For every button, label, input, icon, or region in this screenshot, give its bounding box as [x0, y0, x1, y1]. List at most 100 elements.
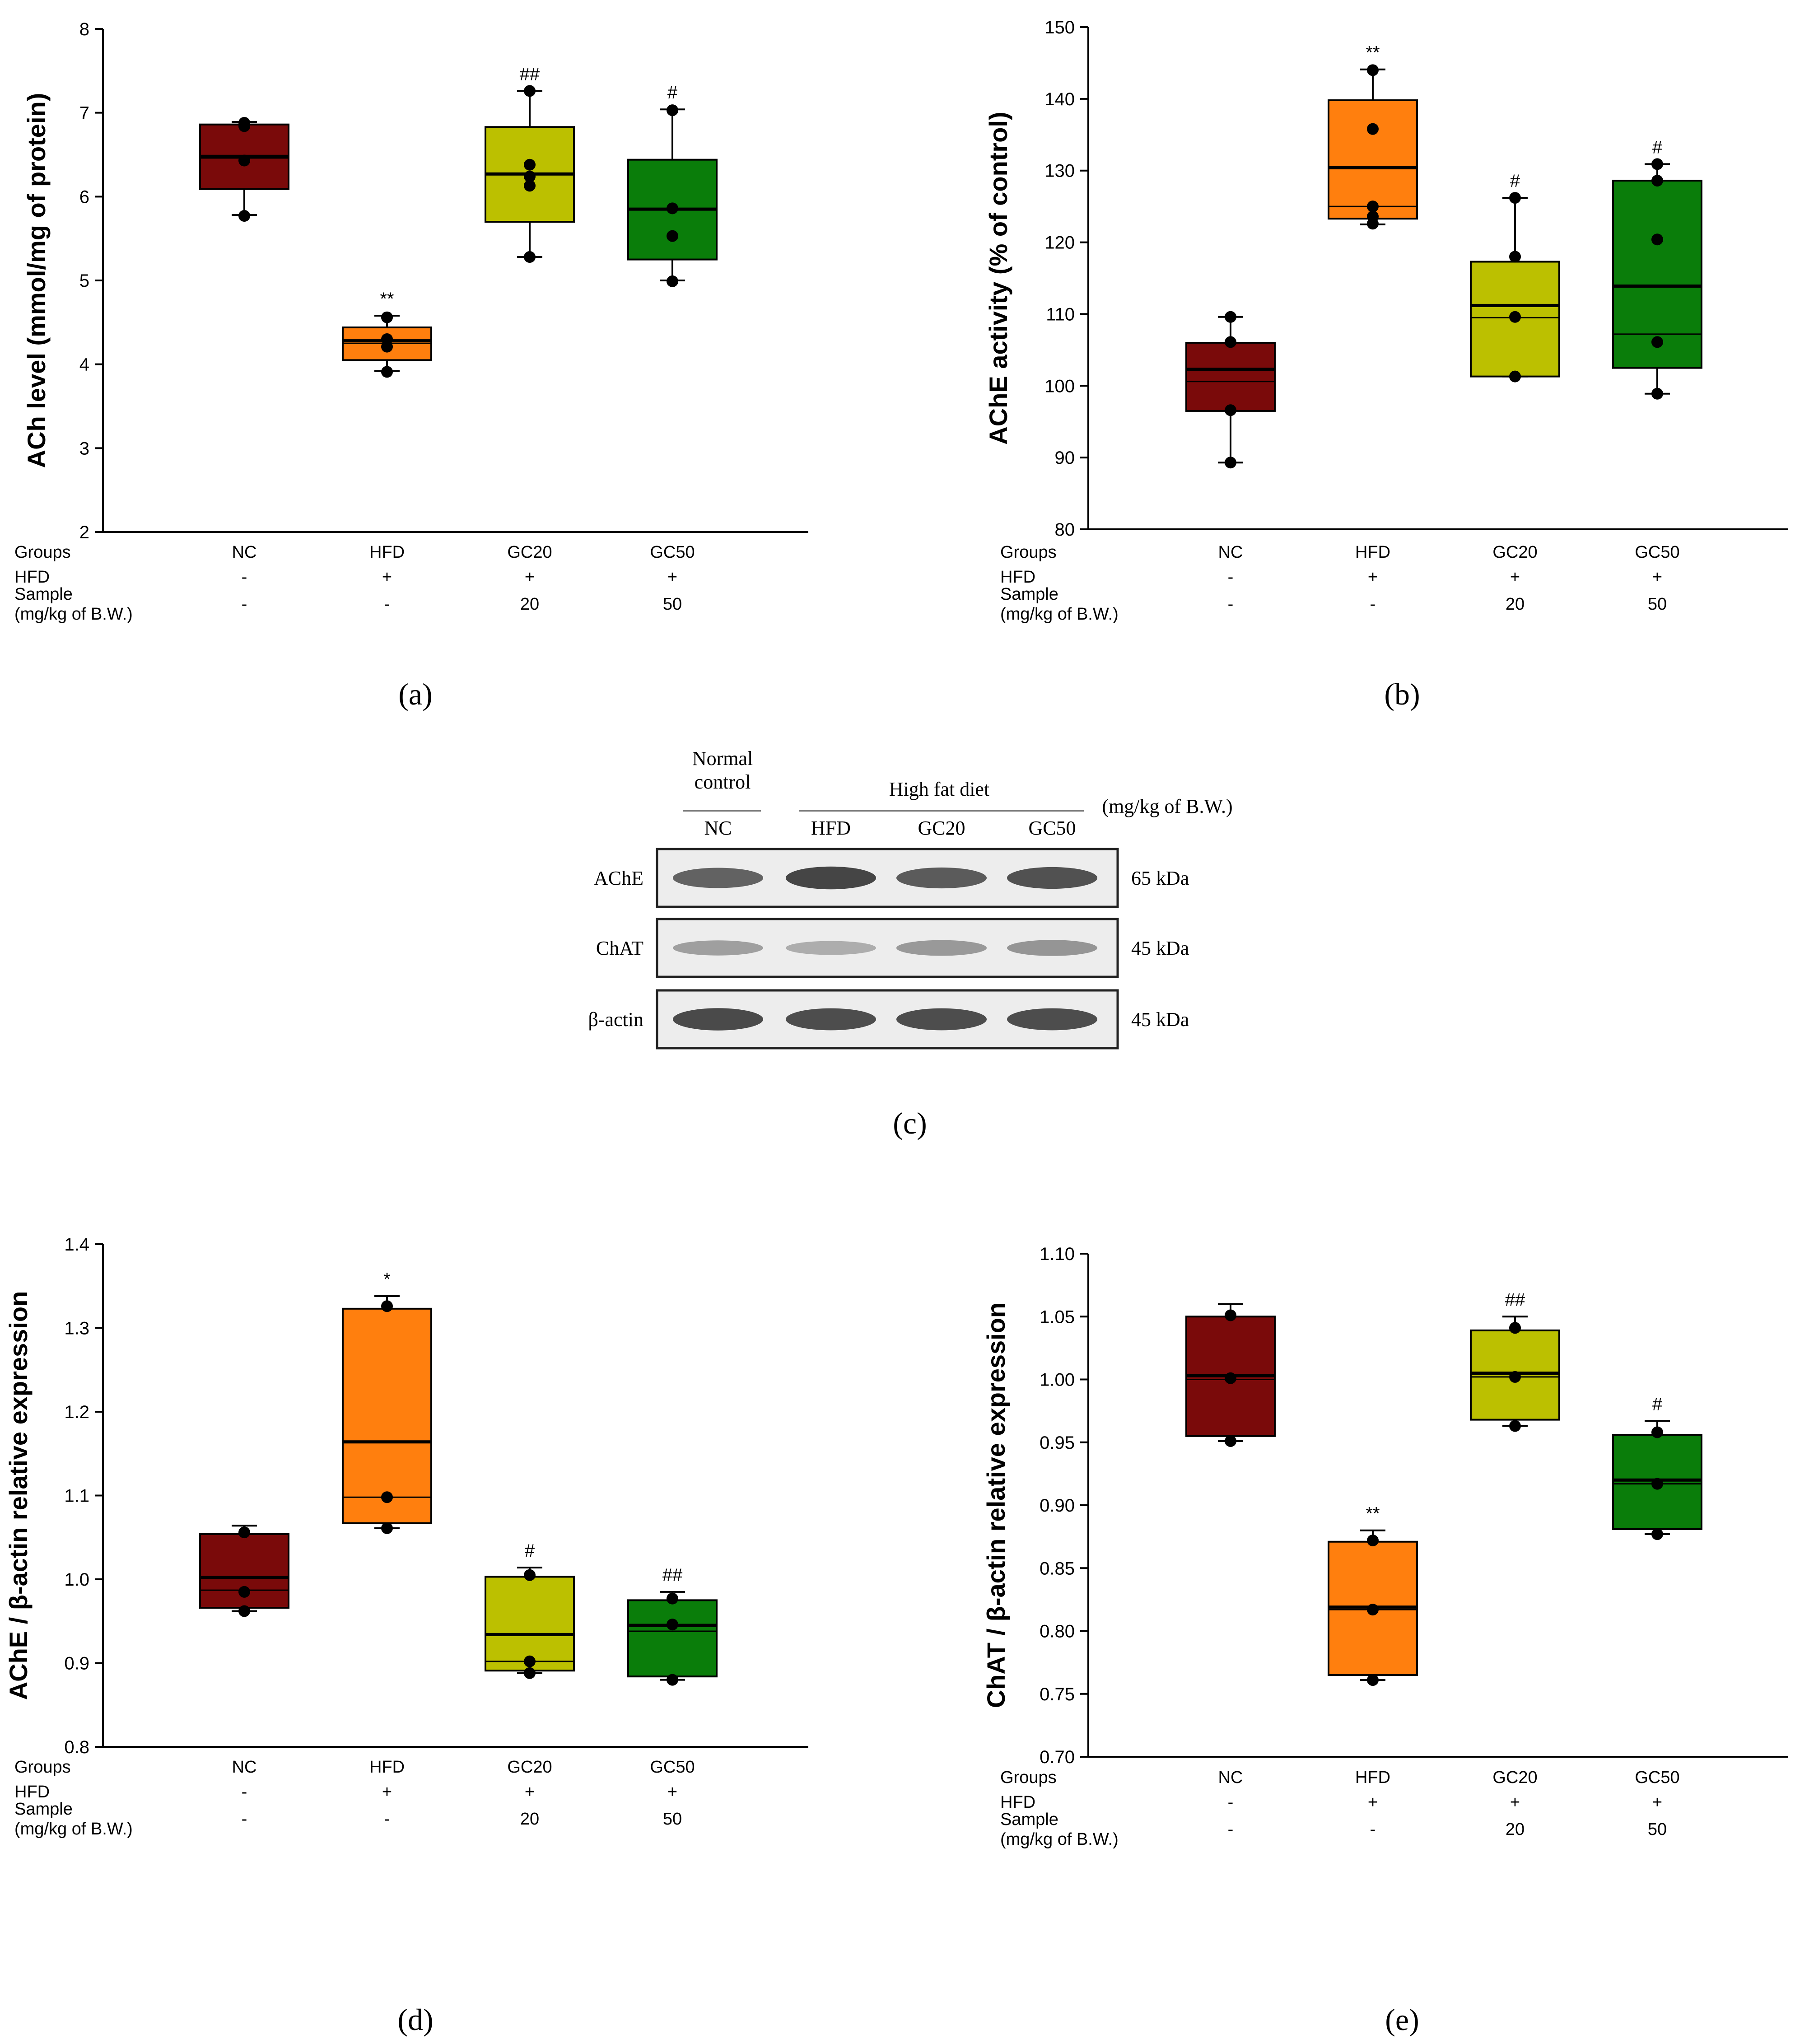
molecular-weight-label: 45 kDa — [1131, 937, 1189, 959]
y-tick-label: 0.8 — [64, 1737, 89, 1757]
y-tick-label: 80 — [1055, 520, 1075, 540]
data-point — [667, 202, 678, 215]
protein-label: β-actin — [588, 1008, 643, 1031]
table-cell: 50 — [1648, 1820, 1667, 1839]
significance-mark: # — [667, 83, 678, 103]
y-tick-label: 2 — [79, 523, 89, 542]
box-nc — [1185, 341, 1276, 412]
lane-label: GC50 — [1028, 817, 1076, 839]
data-point — [524, 85, 536, 97]
table-row-label-line: Groups — [14, 1758, 71, 1777]
table-cell: + — [1652, 1793, 1662, 1812]
y-tick-label: 3 — [79, 439, 89, 458]
table-cell: 20 — [1506, 595, 1525, 614]
data-point — [1509, 251, 1521, 263]
y-tick-label: 5 — [79, 271, 89, 291]
data-point — [1651, 158, 1663, 170]
table-row-label-line: Sample — [14, 585, 73, 604]
box-hfd — [1328, 99, 1418, 220]
data-point — [524, 251, 536, 263]
data-point — [1225, 1309, 1236, 1321]
y-axis-label: ChAT / β-actin relative expression — [982, 1302, 1010, 1708]
data-point — [381, 1491, 393, 1503]
table-cell: - — [1370, 1820, 1376, 1839]
table-row-label: Groups — [14, 543, 71, 562]
table-cell: GC50 — [650, 543, 695, 562]
protein-band — [673, 1008, 763, 1031]
y-axis-label: ACh level (mmol/mg of protein) — [22, 93, 51, 468]
panel-label-a: (a) — [398, 677, 432, 711]
data-point — [1509, 370, 1521, 383]
data-point — [1367, 64, 1379, 76]
data-point — [238, 210, 250, 222]
y-tick-label: 4 — [79, 355, 89, 375]
protein-band — [1007, 1008, 1097, 1031]
significance-mark: ** — [1366, 1504, 1380, 1524]
table-row-label: HFD — [1000, 1793, 1035, 1812]
data-point — [1367, 123, 1379, 135]
protein-band — [786, 1008, 876, 1031]
table-row-label: HFD — [14, 1783, 50, 1801]
data-point — [667, 230, 678, 242]
data-point — [1367, 1604, 1379, 1616]
data-point — [1509, 1322, 1521, 1334]
table-cell: HFD — [1355, 1768, 1390, 1787]
significance-mark: # — [525, 1541, 535, 1561]
data-point — [1225, 404, 1236, 416]
y-tick-label: 1.3 — [64, 1319, 89, 1339]
data-point — [1367, 1674, 1379, 1686]
molecular-weight-label: 65 kDa — [1131, 867, 1189, 889]
table-cell: - — [1228, 595, 1234, 614]
table-row-label-line: (mg/kg of B.W.) — [14, 605, 133, 624]
table-row-label-line: HFD — [14, 1783, 50, 1801]
data-point — [667, 104, 678, 117]
box-gc50 — [627, 1599, 718, 1678]
y-tick-label: 8 — [79, 19, 89, 39]
table-cell: + — [382, 1783, 392, 1801]
significance-mark: * — [383, 1269, 391, 1289]
table-row-label-line: Sample — [14, 1800, 73, 1819]
protein-band — [896, 867, 987, 889]
chart-panel-b: 80 90 100 110 120 130 140 150 AChE activity (% o… — [984, 18, 1788, 624]
y-tick-label: 0.70 — [1040, 1747, 1075, 1767]
table-row-label: Groups — [14, 1758, 71, 1777]
table-cell: 20 — [520, 1810, 539, 1829]
data-point — [381, 311, 393, 323]
normal-control-label-line: Normal — [692, 747, 753, 770]
data-point — [1225, 1372, 1236, 1384]
table-cell: + — [1510, 1793, 1520, 1812]
table-row-label-line: Sample — [1000, 585, 1058, 604]
table-cell: + — [382, 568, 392, 587]
table-cell: - — [242, 1810, 247, 1829]
normal-control-label-line: control — [695, 771, 751, 793]
y-tick-label: 0.9 — [64, 1654, 89, 1674]
data-point — [381, 366, 393, 378]
table-row-label: Sample (mg/kg of B.W.) — [14, 1800, 133, 1839]
data-point — [667, 1619, 678, 1631]
data-point — [1225, 1435, 1236, 1447]
table-row-label-line: Groups — [1000, 543, 1057, 562]
table-cell: GC50 — [1635, 543, 1679, 562]
table-row-label-line: Sample — [1000, 1810, 1058, 1829]
table-row-label: Groups — [1000, 543, 1057, 562]
table-cell: HFD — [1355, 543, 1390, 562]
data-point — [1509, 1371, 1521, 1383]
table-cell: - — [242, 568, 247, 587]
data-point — [1651, 233, 1663, 246]
y-tick-label: 1.2 — [64, 1402, 89, 1422]
y-tick-label: 1.4 — [64, 1235, 89, 1255]
table-cell: GC50 — [650, 1758, 695, 1777]
y-tick-label: 0.95 — [1040, 1433, 1075, 1453]
data-point — [1225, 311, 1236, 323]
panel-label-c: (c) — [893, 1106, 927, 1140]
y-tick-label: 130 — [1044, 161, 1075, 181]
data-point — [1367, 201, 1379, 213]
protein-band — [786, 866, 876, 890]
table-cell: 50 — [663, 595, 682, 614]
significance-mark: ## — [662, 1565, 683, 1585]
table-cell: NC — [232, 1758, 257, 1777]
molecular-weight-label: 45 kDa — [1131, 1008, 1189, 1031]
lane-label: NC — [704, 817, 732, 839]
panel-label-d: (d) — [397, 2002, 433, 2037]
high-fat-diet-label: High fat diet — [889, 778, 989, 800]
